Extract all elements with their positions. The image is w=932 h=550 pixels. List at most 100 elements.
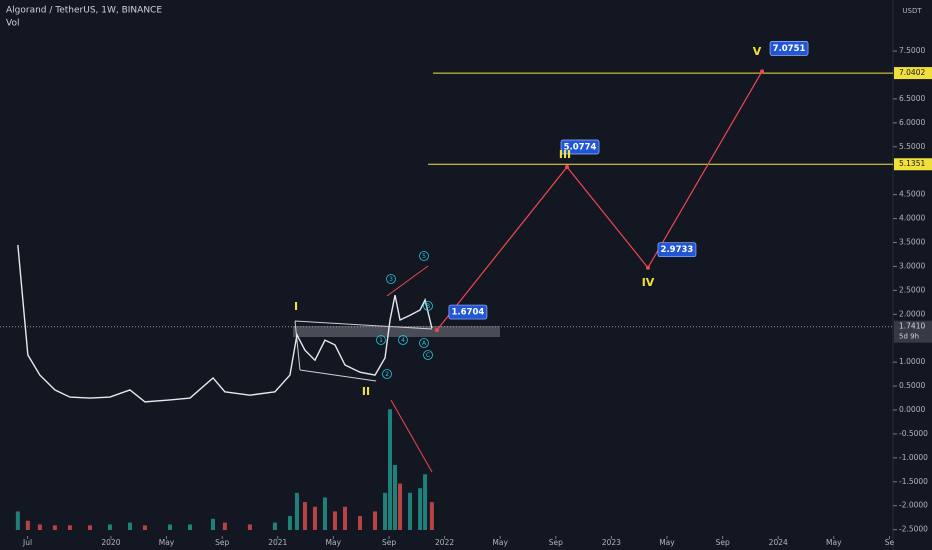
level-label: 7.0402 bbox=[899, 68, 925, 77]
volume-bar bbox=[167, 524, 172, 530]
target-box bbox=[769, 41, 809, 56]
y-tick-label: 2.5000 bbox=[899, 285, 925, 294]
volume-bar bbox=[87, 525, 92, 530]
volume-bar bbox=[312, 506, 317, 530]
x-tick-label: 2023 bbox=[602, 538, 621, 547]
countdown: 5d 9h bbox=[899, 333, 919, 341]
y-tick-label: -1.5000 bbox=[899, 477, 928, 486]
target-box bbox=[448, 304, 488, 320]
target-label: 7.0751 bbox=[773, 44, 806, 54]
volume-bar bbox=[322, 497, 327, 530]
y-tick-label: 7.5000 bbox=[899, 46, 925, 55]
y-tick-label: 4.5000 bbox=[899, 190, 925, 199]
volume-bar bbox=[37, 524, 42, 530]
volume-bar bbox=[67, 525, 72, 530]
volume-bar bbox=[393, 465, 398, 530]
volume-bar bbox=[188, 524, 193, 530]
volume-bar bbox=[52, 525, 57, 530]
wave-line bbox=[386, 265, 429, 297]
y-tick-label: 0.0000 bbox=[899, 405, 925, 414]
volume-bar bbox=[342, 506, 347, 530]
target-label: 1.6704 bbox=[452, 308, 485, 318]
volume-bar bbox=[408, 492, 413, 530]
x-tick-label: Sep bbox=[382, 538, 396, 547]
volume-bar bbox=[272, 522, 277, 530]
volume-bar bbox=[332, 511, 337, 530]
projection-path bbox=[436, 71, 763, 331]
volume-bar bbox=[373, 511, 378, 530]
y-tick-label: 3.5000 bbox=[899, 238, 925, 247]
sub-wave-circle bbox=[419, 338, 429, 348]
sub-wave-label: 4 bbox=[401, 337, 405, 344]
channel bbox=[294, 265, 433, 382]
sub-wave-label: 1 bbox=[379, 337, 383, 344]
volume-bar bbox=[294, 492, 299, 530]
y-tick-label: -0.5000 bbox=[899, 429, 928, 438]
target-box bbox=[657, 242, 697, 258]
volume-bar bbox=[287, 516, 292, 530]
y-tick-label: 5.5000 bbox=[899, 142, 925, 151]
volume-bar bbox=[247, 524, 252, 530]
wave-label: III bbox=[559, 148, 571, 161]
volume-bar bbox=[15, 511, 20, 530]
y-tick-label: -2.0000 bbox=[899, 501, 928, 510]
sub-wave-circle bbox=[398, 335, 408, 345]
y-tick-label: 3.0000 bbox=[899, 261, 925, 270]
wave-label: I bbox=[294, 300, 298, 313]
target-label: 2.9733 bbox=[661, 245, 694, 255]
volume-bar bbox=[222, 522, 227, 530]
current-price-bg bbox=[894, 320, 932, 343]
projection-point bbox=[434, 328, 439, 333]
price-line bbox=[17, 244, 433, 403]
volume-bar bbox=[25, 520, 30, 530]
x-tick-label: May bbox=[659, 538, 675, 547]
x-tick-label: Sep bbox=[549, 538, 563, 547]
volume-bar bbox=[127, 522, 132, 530]
level-label-bg bbox=[894, 67, 932, 80]
x-tick-label: Jul bbox=[22, 538, 32, 547]
y-tick-label: 1.0000 bbox=[899, 357, 925, 366]
volume-bar bbox=[423, 474, 428, 530]
sub-wave-label: 5 bbox=[422, 253, 426, 260]
wave-label: II bbox=[362, 385, 370, 398]
sub-wave-circle bbox=[376, 335, 386, 345]
y-tick-label: 0.5000 bbox=[899, 381, 925, 390]
volume-bar bbox=[383, 492, 388, 530]
volume-bar bbox=[211, 518, 216, 530]
channel-line bbox=[294, 320, 433, 330]
volume-bar bbox=[107, 524, 112, 530]
wave-label: V bbox=[753, 45, 762, 58]
sub-wave-circle bbox=[423, 350, 433, 360]
wave-label: IV bbox=[642, 276, 655, 289]
x-tick-label: 2021 bbox=[268, 538, 287, 547]
y-unit: USDT bbox=[902, 7, 922, 15]
y-tick-label: -1.0000 bbox=[899, 453, 928, 462]
x-tick-label: May bbox=[826, 538, 842, 547]
x-tick-label: 2024 bbox=[769, 538, 788, 547]
channel-line bbox=[294, 320, 301, 371]
x-tick-label: 2022 bbox=[435, 538, 454, 547]
sub-wave-circle bbox=[423, 301, 433, 311]
y-tick-label: 2.0000 bbox=[899, 309, 925, 318]
sub-wave-label: 2 bbox=[385, 371, 389, 378]
channel-line bbox=[299, 369, 377, 382]
level-label: 5.1351 bbox=[899, 159, 925, 168]
sub-wave-circle bbox=[419, 251, 429, 261]
sub-wave-label: A bbox=[422, 340, 427, 347]
volume-bar bbox=[302, 502, 307, 530]
level-label-bg bbox=[894, 158, 932, 171]
x-tick-label: May bbox=[159, 538, 175, 547]
x-tick-label: May bbox=[492, 538, 508, 547]
volume-bar bbox=[429, 502, 434, 530]
x-tick-label: 2020 bbox=[101, 538, 120, 547]
volume-bar bbox=[358, 516, 363, 530]
sub-wave-label: C bbox=[426, 352, 430, 359]
x-tick-label: Sep bbox=[215, 538, 229, 547]
volume-title: Vol bbox=[6, 19, 19, 29]
volume-bar bbox=[398, 483, 403, 530]
target-label: 5.0774 bbox=[564, 143, 597, 153]
volume-bar bbox=[388, 409, 393, 530]
x-tick-label: May bbox=[326, 538, 342, 547]
volume-bar bbox=[142, 525, 147, 530]
